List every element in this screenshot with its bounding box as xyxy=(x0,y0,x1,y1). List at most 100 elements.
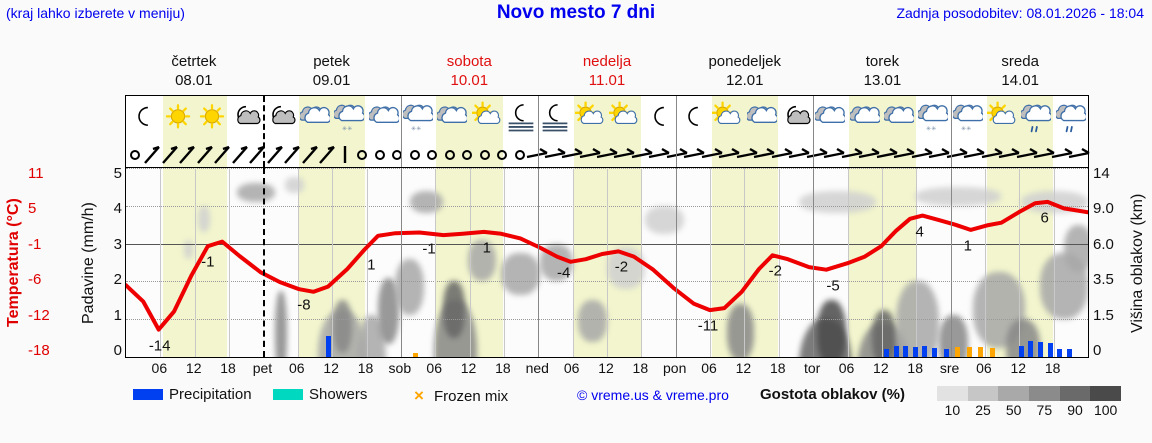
precipitation-tick: 2 xyxy=(104,271,122,288)
gridline-v-10 xyxy=(470,168,471,357)
gridline-v-15 xyxy=(641,168,642,357)
temperature-tick: -18 xyxy=(28,342,68,359)
cloud-density-blob xyxy=(285,177,304,192)
time-tick: sre xyxy=(940,360,959,376)
precipitation-tick: 4 xyxy=(104,200,122,217)
cloud-icon xyxy=(437,99,467,139)
precipitation-swatch xyxy=(133,389,163,400)
time-tick: pon xyxy=(663,360,686,376)
time-tick: 12 xyxy=(323,360,339,376)
cloud-density-tick: 25 xyxy=(975,402,991,418)
copyright-link[interactable]: © vreme.us & vreme.pro xyxy=(577,387,729,403)
sun-cloud-icon xyxy=(472,99,502,139)
day-column-12.01: ponedeljek12.01 xyxy=(676,52,814,92)
cloud-density-blob xyxy=(410,191,444,214)
cloud-density-tick: 50 xyxy=(1006,402,1022,418)
cloud-density-blob xyxy=(501,253,539,295)
cloud-density-scale-ticks: 1025507590100 xyxy=(925,402,1135,420)
gridline-v-2 xyxy=(195,168,196,357)
day-date: 11.01 xyxy=(538,71,676,90)
precipitation-tick: 5 xyxy=(104,165,122,182)
day-date: 08.01 xyxy=(125,71,263,90)
precipitation-bar xyxy=(884,349,889,357)
cloud-height-axis-title: Višina oblakov (km) xyxy=(1126,168,1150,358)
time-tick: 18 xyxy=(358,360,374,376)
precipitation-bar xyxy=(922,346,927,357)
temperature-value-label: 4 xyxy=(915,223,923,240)
svg-text:✳: ✳ xyxy=(348,125,353,132)
precipitation-bar xyxy=(894,346,899,357)
time-tick: 12 xyxy=(186,360,202,376)
cloud-density-tick: 75 xyxy=(1037,402,1053,418)
temperature-value-label: -5 xyxy=(826,277,839,294)
temperature-value-label: -14 xyxy=(149,337,171,354)
temperature-value-label: -4 xyxy=(557,264,570,281)
gridline-v-1 xyxy=(160,168,161,357)
precipitation-bar xyxy=(413,353,418,357)
cloud-density-blob xyxy=(727,304,754,358)
legend-frozen-mix: × Frozen mix xyxy=(410,386,508,406)
day-separator-3 xyxy=(538,168,539,357)
wind-barb-row xyxy=(126,141,1088,167)
sun-cloud-icon xyxy=(609,99,639,139)
precipitation-bar xyxy=(955,347,960,357)
gridline-v-6 xyxy=(332,168,333,357)
day-header-row: četrtek08.01petek09.01sobota10.01nedelja… xyxy=(125,52,1089,92)
time-tick: 06 xyxy=(426,360,442,376)
cloud-density-blob xyxy=(443,281,464,338)
day-separator-5 xyxy=(813,96,814,167)
cloud-icon xyxy=(300,99,330,139)
svg-text:✳: ✳ xyxy=(416,125,421,132)
temperature-value-label: -1 xyxy=(201,254,214,271)
gridline-v-3 xyxy=(229,168,230,357)
moon-fog-icon xyxy=(506,99,536,139)
time-tick: sob xyxy=(389,360,412,376)
cloud-density-swatch-4 xyxy=(1060,386,1091,401)
legend-showers: Showers xyxy=(273,386,367,403)
day-date: 10.01 xyxy=(400,71,538,90)
time-tick: 06 xyxy=(839,360,855,376)
gridline-v-5 xyxy=(298,168,299,357)
cloud-density-blob xyxy=(275,291,287,358)
time-tick: 12 xyxy=(1010,360,1026,376)
time-tick: tor xyxy=(804,360,820,376)
frozen-mix-icon: × xyxy=(410,386,428,406)
svg-text:✳: ✳ xyxy=(342,125,347,132)
day-date: 13.01 xyxy=(814,71,952,90)
time-tick: 12 xyxy=(873,360,889,376)
cloud-snow-icon: ✳✳ xyxy=(953,99,983,139)
precipitation-bar xyxy=(944,349,949,357)
cloud-density-blob xyxy=(237,183,275,202)
meteogram-plot: -14-1-81-11-4-2-11-2-5416 xyxy=(125,167,1089,358)
day-column-11.01: nedelja11.01 xyxy=(538,52,676,92)
gridline-v-22 xyxy=(882,168,883,357)
cloud-density-blob xyxy=(817,300,846,358)
moon-cloud-icon xyxy=(266,99,296,139)
precipitation-bar xyxy=(1019,346,1024,357)
day-name: torek xyxy=(814,52,952,71)
cloud-density-blob xyxy=(645,206,683,234)
precipitation-bar xyxy=(990,348,995,357)
cloud-snow-icon: ✳✳ xyxy=(334,99,364,139)
temperature-tick: -1 xyxy=(28,236,68,253)
sun-icon xyxy=(197,99,227,139)
temperature-value-label: -2 xyxy=(769,263,782,280)
temperature-axis-title: Temperatura (°C) xyxy=(2,168,26,358)
precipitation-bar xyxy=(1038,342,1043,357)
time-tick: 06 xyxy=(976,360,992,376)
time-tick: 18 xyxy=(1045,360,1061,376)
svg-text:✳: ✳ xyxy=(411,125,416,132)
precipitation-bar xyxy=(903,346,908,357)
temperature-value-label: -11 xyxy=(698,318,719,335)
cloud-icon xyxy=(884,99,914,139)
gridline-v-18 xyxy=(744,168,745,357)
cloud-snow-icon: ✳✳ xyxy=(403,99,433,139)
precipitation-bar xyxy=(967,347,972,357)
cloud-height-tick: 0 xyxy=(1093,342,1131,359)
day-separator-1 xyxy=(263,96,265,167)
day-separator-2 xyxy=(401,96,402,167)
weather-icon-row: ✳✳✳✳✳✳✳✳ xyxy=(126,97,1088,141)
day-date: 12.01 xyxy=(676,71,814,90)
page-header: (kraj lahko izberete v meniju) Novo mest… xyxy=(0,0,1152,30)
moon-fog-icon xyxy=(540,99,570,139)
